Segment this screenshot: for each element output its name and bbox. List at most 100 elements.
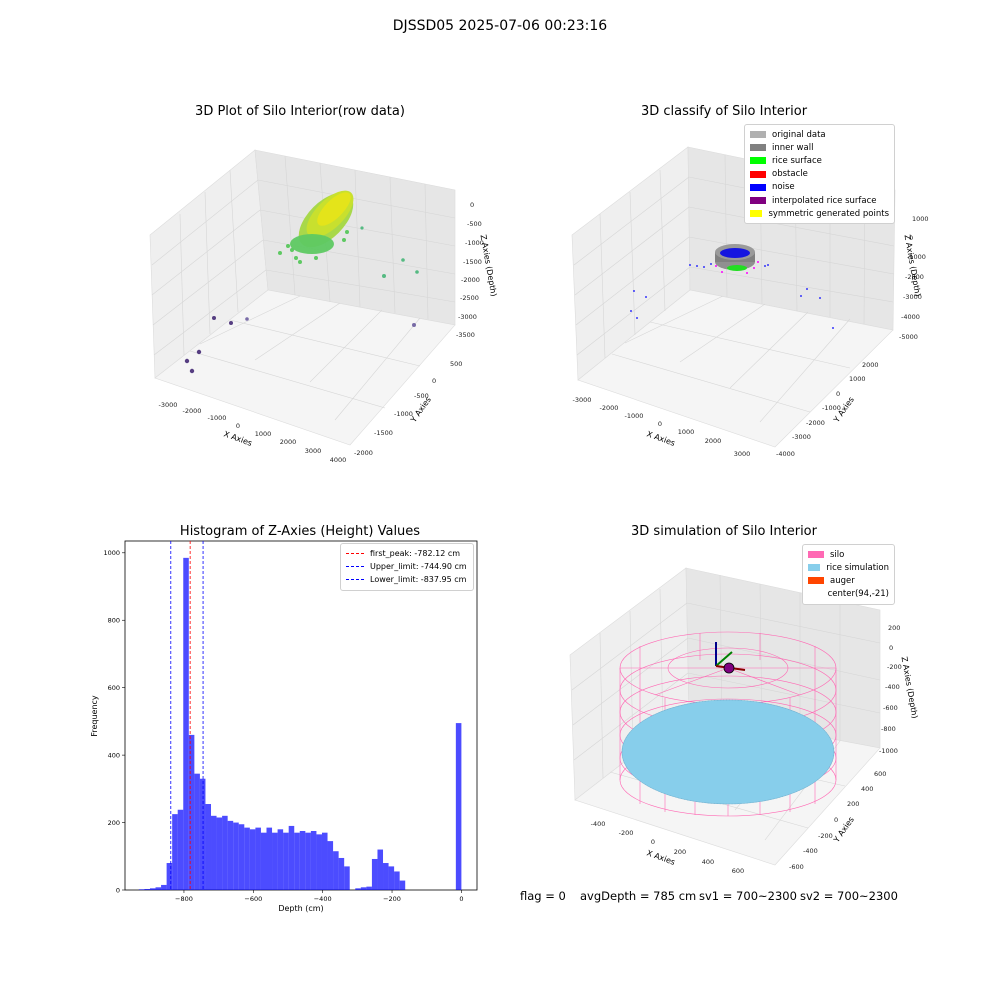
- legend-entry: obstacle: [750, 168, 889, 181]
- histogram-bars: [138, 557, 462, 890]
- histogram-bar: [360, 887, 367, 890]
- raw-z-tick-label: 0: [470, 201, 474, 209]
- legend-label: Lower_limit: -837.95 cm: [370, 575, 467, 585]
- histogram-plot: −800 −600 −400 −200 0 0 200 400 600 800 1000 Dept…: [90, 540, 478, 913]
- histogram-bar: [321, 832, 328, 890]
- histogram-bar: [138, 889, 145, 890]
- histogram-bar: [211, 815, 217, 890]
- status-flag: flag = 0: [520, 889, 566, 903]
- raw-y-tick-label: 500: [450, 360, 462, 368]
- classify-x-tick-label: 0: [658, 420, 662, 428]
- legend-label: interpolated rice surface: [772, 195, 877, 206]
- simulation-x-tick-label: -200: [619, 829, 634, 837]
- raw-x-tick-label: 1000: [255, 430, 272, 438]
- simulation-z-tick-label: 0: [889, 644, 893, 652]
- classify-y-tick-label: -1000: [822, 404, 841, 412]
- histogram-bar: [355, 888, 361, 890]
- figure-title: DJSSD05 2025-07-06 00:23:16: [392, 18, 608, 34]
- raw-z-tick-label: -2000: [461, 276, 480, 284]
- legend-entry: Upper_limit: -744.90 cm: [346, 560, 468, 573]
- legend-color-swatch: [750, 144, 766, 152]
- raw-y-tick-label: -500: [414, 392, 429, 400]
- legend-entry: rice simulation: [808, 561, 889, 574]
- legend-label: Upper_limit: -744.90 cm: [370, 562, 467, 572]
- classify-y-tick-label: -4000: [776, 450, 795, 458]
- histogram-bar: [166, 863, 173, 890]
- simulation-y-tick-label: 0: [834, 816, 838, 824]
- simulation-plot-title: 3D simulation of Silo Interior: [631, 524, 817, 539]
- classify-x-tick-label: 2000: [705, 437, 722, 445]
- simulation-z-tick-label: -600: [883, 704, 898, 712]
- histogram-bar: [327, 841, 334, 890]
- histogram-bar: [216, 817, 223, 890]
- y-tick-label: 400: [108, 751, 120, 759]
- raw-x-tick-label: -3000: [159, 401, 178, 409]
- histogram-bar: [172, 814, 178, 890]
- histogram-bar: [155, 887, 162, 890]
- simulation-z-tick-label: -400: [885, 683, 900, 691]
- simulation-z-tick-label: 200: [888, 624, 900, 632]
- simulation-x-tick-label: 600: [732, 867, 744, 875]
- legend-line-swatch: [346, 579, 364, 581]
- classify-plot-title: 3D classify of Silo Interior: [640, 104, 808, 119]
- raw-x-tick-label: 3000: [305, 447, 322, 455]
- legend-entry: noise: [750, 181, 889, 194]
- histogram-bar: [244, 827, 250, 890]
- histogram-bar: [294, 832, 300, 890]
- raw-z-tick-label: -3000: [458, 313, 477, 321]
- histogram-y-ticks: 0 200 400 600 800 1000: [103, 549, 125, 894]
- histogram-legend: first_peak: -782.12 cm Upper_limit: -744.…: [340, 543, 474, 591]
- x-tick-label: 0: [459, 895, 463, 903]
- x-tick-label: −400: [314, 895, 332, 903]
- histogram-bar: [149, 888, 156, 890]
- y-tick-label: 800: [108, 617, 120, 625]
- legend-entry: symmetric generated points: [750, 207, 889, 220]
- classify-3d-axes: [571, 146, 896, 448]
- histogram-bar: [255, 827, 261, 890]
- legend-color-swatch: [750, 131, 766, 139]
- histogram-x-label: Depth (cm): [278, 904, 323, 913]
- classify-z-tick-label: -3000: [903, 293, 922, 301]
- raw-z-tick-label: -1000: [465, 239, 484, 247]
- histogram-bar: [177, 809, 184, 890]
- histogram-bar: [144, 888, 150, 890]
- classify-z-axis-label: Z Axies (Depth): [903, 234, 923, 297]
- legend-color-swatch: [750, 170, 766, 178]
- status-avg-depth: avgDepth = 785 cm: [580, 889, 697, 903]
- classify-y-tick-label: 1000: [849, 375, 866, 383]
- legend-line-swatch: [346, 553, 364, 555]
- simulation-y-tick-label: -400: [803, 847, 818, 855]
- histogram-bar: [183, 557, 189, 890]
- classify-legend: original data inner wall rice surface obsta…: [744, 124, 895, 225]
- status-sv1: sv1 = 700~2300: [699, 889, 797, 903]
- legend-label: original data: [772, 129, 826, 140]
- histogram-bar: [260, 832, 267, 890]
- raw-3d-axes: [149, 149, 456, 446]
- legend-label: inner wall: [772, 142, 814, 153]
- legend-label: center(94,-21): [827, 589, 889, 600]
- legend-color-swatch: [750, 197, 766, 205]
- raw-z-tick-label: -3500: [456, 331, 475, 339]
- legend-entry: Lower_limit: -837.95 cm: [346, 573, 468, 586]
- histogram-bar: [199, 778, 206, 890]
- histogram-bar: [222, 815, 228, 890]
- histogram-bar: [266, 827, 273, 890]
- legend-entry: silo: [808, 548, 889, 561]
- classify-z-tick-label: -5000: [899, 333, 918, 341]
- histogram-bar: [333, 851, 339, 890]
- histogram-bar: [272, 832, 278, 890]
- histogram-bar: [366, 886, 372, 890]
- histogram-bar: [344, 866, 350, 890]
- raw-z-tick-label: -1500: [463, 258, 482, 266]
- x-tick-label: −600: [244, 895, 262, 903]
- simulation-x-tick-label: 0: [651, 838, 655, 846]
- classify-x-tick-label: -2000: [600, 404, 619, 412]
- classify-y-tick-label: 2000: [862, 361, 879, 369]
- histogram-bar: [194, 773, 200, 890]
- histogram-bar: [161, 884, 167, 890]
- legend-label: rice surface: [772, 155, 822, 166]
- histogram-bar: [205, 804, 212, 890]
- legend-entry: original data: [750, 128, 889, 141]
- histogram-x-ticks: −800 −600 −400 −200 0: [175, 890, 463, 903]
